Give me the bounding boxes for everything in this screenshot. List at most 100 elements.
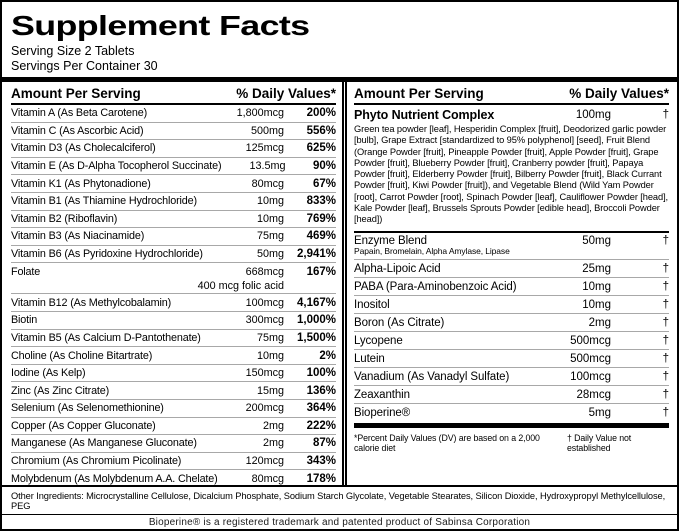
nutrient-amount: 200mcg xyxy=(245,402,284,415)
nutrient-name: Folate xyxy=(11,265,41,278)
nutrient-row: Alpha-Lipoic Acid 25mg † xyxy=(354,259,669,277)
nutrient-amount: 100mg xyxy=(575,109,611,121)
nutrient-amount: 500mcg xyxy=(570,352,611,365)
nutrient-amount: 13.5mg xyxy=(249,160,286,173)
nutrient-daily-value: 178% xyxy=(306,472,336,485)
nutrient-daily-value: † xyxy=(662,280,669,293)
nutrient-name: Vitamin B6 (As Pyridoxine Hydrochloride) xyxy=(11,248,203,261)
nutrient-name: Boron (As Citrate) xyxy=(354,316,445,329)
nutrient-amount: 25mg xyxy=(582,262,611,275)
nutrient-amount: 75mg xyxy=(256,230,284,243)
nutrient-daily-value: 2,941% xyxy=(296,248,336,261)
daily-values-header: % Daily Values* xyxy=(569,86,669,101)
nutrient-amount: 5mg xyxy=(588,406,611,419)
label-title: Supplement Facts xyxy=(11,10,310,41)
nutrient-name: Vitamin B2 (Riboflavin) xyxy=(11,212,118,225)
nutrient-row: Vitamin B6 (As Pyridoxine Hydrochloride)… xyxy=(11,246,336,264)
nutrient-name: Vitamin D3 (As Cholecalciferol) xyxy=(11,142,156,155)
nutrient-row: Bioperine® 5mg † xyxy=(354,403,669,421)
nutrient-daily-value: 833% xyxy=(306,195,336,208)
nutrient-name: Lycopene xyxy=(354,334,403,347)
nutrient-daily-value: † xyxy=(662,406,669,419)
nutrient-row: Vitamin B1 (As Thiamine Hydrochloride) 10… xyxy=(11,193,336,211)
nutrient-name: Manganese (As Manganese Gluconate) xyxy=(11,437,197,450)
nutrient-name: Vitamin B3 (As Niacinamide) xyxy=(11,230,145,243)
nutrient-row: Vitamin B2 (Riboflavin) 10mg 769% xyxy=(11,211,336,229)
nutrient-row: Chromium (As Chromium Picolinate) 120mcg 3… xyxy=(11,453,336,471)
nutrient-name: Vitamin B1 (As Thiamine Hydrochloride) xyxy=(11,195,197,208)
other-ingredients: Other Ingredients: Microcrystalline Cell… xyxy=(2,487,677,515)
nutrient-name: Zinc (As Zinc Citrate) xyxy=(11,384,110,397)
nutrient-name: Iodine (As Kelp) xyxy=(11,367,86,380)
botanicals-column: Amount Per Serving % Daily Values* Phyto… xyxy=(347,82,677,485)
nutrient-amount: 15mg xyxy=(256,384,284,397)
nutrient-name: Selenium (As Selenomethionine) xyxy=(11,402,164,415)
nutrient-row: Molybdenum (As Molybdenum A.A. Chelate) 8… xyxy=(11,470,336,485)
nutrient-daily-value: † xyxy=(662,109,669,121)
nutrient-amount: 80mcg xyxy=(251,177,284,190)
nutrient-name: Choline (As Choline Bitartrate) xyxy=(11,349,153,362)
nutrient-daily-value: 364% xyxy=(306,402,336,415)
nutrient-amount: 10mg xyxy=(256,349,284,362)
nutrient-amount: 10mg xyxy=(256,212,284,225)
nutrient-daily-value: 469% xyxy=(306,230,336,243)
nutrient-daily-value: † xyxy=(662,298,669,311)
vitamins-minerals-column: Amount Per Serving % Daily Values* Vitam… xyxy=(2,82,342,485)
nutrient-row: Vitamin D3 (As Cholecalciferol) 125mcg 625… xyxy=(11,140,336,158)
nutrient-row: Enzyme Blend 50mg † Papain, Bromelain, Alph… xyxy=(354,230,669,260)
nutrient-amount: 120mcg xyxy=(245,455,284,468)
nutrient-name: Lutein xyxy=(354,352,385,365)
nutrient-amount: 500mg xyxy=(250,124,284,137)
nutrient-daily-value: † xyxy=(662,316,669,329)
nutrient-name: Molybdenum (As Molybdenum A.A. Chelate) xyxy=(11,472,218,485)
footnote-thick-divider xyxy=(354,423,669,429)
nutrient-row: Biotin 300mcg 1,000% xyxy=(11,312,336,330)
nutrient-name: Vitamin B12 (As Methylcobalamin) xyxy=(11,296,172,309)
nutrient-name: Bioperine® xyxy=(354,406,411,419)
nutrient-name: Vitamin E (As D-Alpha Tocopherol Succina… xyxy=(11,160,222,173)
nutrient-amount: 100mcg xyxy=(570,370,611,383)
nutrient-row: Vitamin B3 (As Niacinamide) 75mg 469% xyxy=(11,228,336,246)
nutrient-daily-value: 343% xyxy=(306,455,336,468)
nutrient-row: Vitamin B5 (As Calcium D-Pantothenate) 75… xyxy=(11,330,336,348)
nutrient-row: Choline (As Choline Bitartrate) 10mg 2% xyxy=(11,347,336,365)
nutrient-amount: 150mcg xyxy=(245,367,284,380)
phyto-complex-row: Phyto Nutrient Complex 100mg † xyxy=(354,105,669,123)
nutrient-row: Vitamin C (As Ascorbic Acid) 500mg 556% xyxy=(11,123,336,141)
serving-size: Serving Size 2 Tablets xyxy=(11,44,135,58)
phyto-complex-ingredients: Green tea powder [leaf], Hesperidin Comp… xyxy=(354,124,669,225)
nutrient-amount: 80mcg xyxy=(251,472,284,485)
nutrient-daily-value: 90% xyxy=(312,160,336,173)
nutrient-row: Boron (As Citrate) 2mg † xyxy=(354,313,669,331)
daily-values-header: % Daily Values* xyxy=(236,86,336,101)
nutrient-amount: 1,800mcg xyxy=(236,107,284,120)
nutrient-row: Copper (As Copper Gluconate) 2mg 222% xyxy=(11,418,336,436)
nutrient-name: Vitamin B5 (As Calcium D-Pantothenate) xyxy=(11,331,201,344)
nutrient-amount: 10mg xyxy=(582,280,611,293)
nutrient-row: Lutein 500mcg † xyxy=(354,349,669,367)
nutrient-daily-value: 100% xyxy=(306,367,336,380)
left-column-header: Amount Per Serving % Daily Values* xyxy=(11,82,336,105)
amount-per-serving-header: Amount Per Serving xyxy=(11,86,141,101)
nutrient-row: Vitamin B12 (As Methylcobalamin) 100mcg 4,… xyxy=(11,294,336,313)
nutrient-daily-value: 769% xyxy=(306,212,336,225)
nutrient-name: Vanadium (As Vanadyl Sulfate) xyxy=(354,370,510,383)
nutrient-row: Vitamin A (As Beta Carotene) 1,800mcg 200% xyxy=(11,105,336,123)
nutrient-name: Alpha-Lipoic Acid xyxy=(354,262,441,275)
nutrient-row: Folate 668mcg 167% 400 mcg folic acid xyxy=(11,263,336,295)
nutrient-row: Manganese (As Manganese Gluconate) 2mg 87% xyxy=(11,435,336,453)
nutrient-subnote: Papain, Bromelain, Alpha Amylase, Lipase xyxy=(354,246,510,257)
nutrient-amount: 2mg xyxy=(262,419,284,432)
amount-per-serving-header: Amount Per Serving xyxy=(354,86,484,101)
nutrient-row: Zeaxanthin 28mcg † xyxy=(354,385,669,403)
nutrient-daily-value: † xyxy=(662,352,669,365)
nutrient-amount: 50mg xyxy=(582,235,611,248)
nutrient-row: Selenium (As Selenomethionine) 200mcg 364% xyxy=(11,400,336,418)
nutrient-name: Vitamin A (As Beta Carotene) xyxy=(11,107,148,120)
nutrient-amount: 668mcg xyxy=(245,265,284,278)
nutrient-daily-value: 1,000% xyxy=(296,314,336,327)
nutrient-daily-value: † xyxy=(662,388,669,401)
nutrient-subnote: 400 mcg folic acid xyxy=(197,279,284,292)
nutrient-daily-value: † xyxy=(662,235,669,248)
